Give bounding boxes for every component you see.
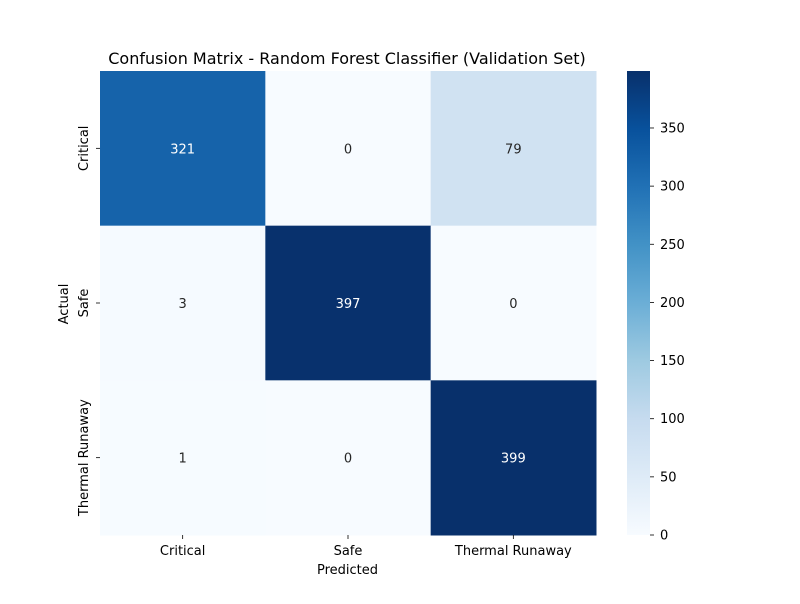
colorbar-tick-label: 300 <box>660 180 685 195</box>
y-axis: Critical Safe Thermal Runaway <box>77 126 100 517</box>
x-tick-label: Thermal Runaway <box>454 544 572 559</box>
colorbar-tick-label: 0 <box>660 529 668 544</box>
heatmap-cell <box>430 380 597 536</box>
heatmap-cells: 321 0 79 3 397 0 1 0 399 <box>100 71 597 536</box>
heatmap-cell <box>265 71 432 227</box>
colorbar-tick-label: 100 <box>660 412 685 427</box>
colorbar <box>627 71 650 535</box>
colorbar-tick-label: 200 <box>660 296 685 311</box>
cell-value-label: 399 <box>501 452 526 467</box>
heatmap-cell <box>100 71 266 227</box>
cell-value-label: 321 <box>170 142 195 157</box>
heatmap-cell <box>430 225 597 381</box>
colorbar-tick-label: 150 <box>660 354 685 369</box>
cell-value-label: 0 <box>344 452 352 467</box>
heatmap-cell <box>265 225 432 381</box>
chart-title: Confusion Matrix - Random Forest Classif… <box>108 49 585 68</box>
y-axis-label: Actual <box>57 284 72 325</box>
cell-value-label: 0 <box>344 142 352 157</box>
colorbar-tick-label: 50 <box>660 470 677 485</box>
colorbar-tick-label: 350 <box>660 121 685 136</box>
y-tick-label: Thermal Runaway <box>77 399 92 517</box>
colorbar-ticks: 0 50 100 150 200 250 300 350 <box>650 121 685 544</box>
heatmap-cell <box>100 225 266 381</box>
heatmap-cell <box>430 71 597 227</box>
x-axis-label: Predicted <box>317 563 378 578</box>
y-tick-label: Critical <box>77 126 92 171</box>
heatmap-cell <box>265 380 432 536</box>
x-axis: Critical Safe Thermal Runaway <box>160 535 572 559</box>
heatmap-cell <box>100 380 266 536</box>
cell-value-label: 0 <box>509 297 517 312</box>
cell-value-label: 3 <box>179 297 187 312</box>
colorbar-tick-label: 250 <box>660 238 685 253</box>
cell-value-label: 397 <box>336 297 361 312</box>
x-tick-label: Critical <box>160 544 205 559</box>
cell-value-label: 1 <box>179 452 187 467</box>
x-tick-label: Safe <box>334 544 363 559</box>
y-tick-label: Safe <box>77 289 92 318</box>
cell-value-label: 79 <box>505 142 522 157</box>
